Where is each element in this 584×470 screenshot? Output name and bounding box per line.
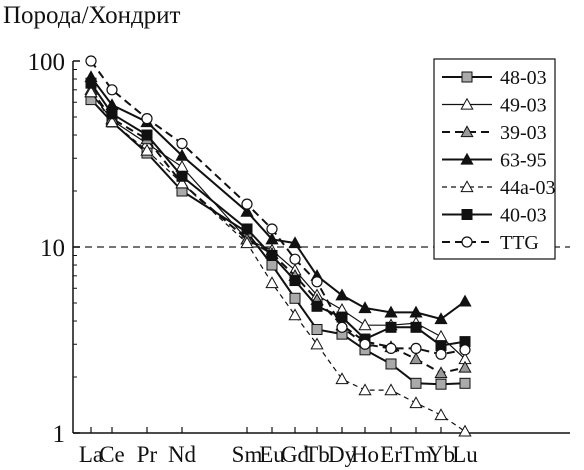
x-tick-label-gd: Gd (281, 442, 310, 467)
data-point-63-95 (335, 288, 349, 301)
data-point-ttg (241, 198, 253, 210)
legend-marker-40-03 (461, 209, 473, 220)
y-tick-label-1: 1 (53, 421, 66, 448)
data-point-40-03 (106, 108, 118, 120)
data-point-40-03 (266, 250, 278, 262)
x-tick-label-la: La (79, 442, 103, 467)
data-point-ttg (435, 348, 447, 360)
data-point-63-95 (434, 312, 448, 325)
data-point-49-03 (175, 159, 189, 172)
data-point-48-03 (311, 324, 323, 336)
data-point-ttg (141, 113, 153, 125)
data-point-ttg (459, 344, 471, 356)
legend-marker-ttg (461, 236, 473, 248)
data-point-63-95 (358, 301, 372, 314)
data-point-48-03 (385, 358, 397, 370)
legend-marker-44a-03 (460, 180, 474, 193)
data-point-40-03 (85, 77, 97, 89)
series-line-63-95 (90, 76, 466, 321)
x-tick-label-ho: Ho (351, 442, 379, 467)
legend-label-49-03: 49-03 (500, 95, 547, 117)
data-point-ttg (266, 223, 278, 235)
data-point-63-95 (240, 204, 254, 217)
x-tick-label-er: Er (380, 442, 402, 467)
data-point-39-03 (434, 366, 448, 379)
data-point-44a-03 (265, 276, 279, 289)
data-point-40-03 (311, 300, 323, 312)
data-point-44a-03 (409, 396, 423, 409)
data-point-ttg (106, 84, 118, 96)
data-point-44a-03 (240, 236, 254, 249)
data-point-44a-03 (84, 85, 98, 98)
x-tick-label-eu: Eu (259, 442, 285, 467)
data-point-40-03 (385, 321, 397, 333)
legend-marker-39-03 (460, 125, 474, 138)
legend-marker-48-03 (461, 71, 473, 83)
data-point-40-03 (176, 170, 188, 182)
data-point-44a-03 (105, 115, 119, 128)
data-point-40-03 (336, 311, 348, 323)
data-point-ttg (176, 137, 188, 150)
x-tick-label-nd: Nd (168, 442, 197, 467)
data-point-40-03 (289, 275, 301, 287)
x-tick-label-yb: Yb (427, 442, 455, 467)
data-point-44a-03 (434, 408, 448, 421)
x-tick-label-dy: Dy (328, 442, 357, 467)
data-point-63-95 (458, 294, 472, 307)
data-point-44a-03 (310, 337, 324, 350)
data-point-ttg (289, 253, 301, 265)
data-point-44a-03 (140, 143, 154, 156)
data-point-63-95 (409, 305, 423, 318)
x-tick-label-tb: Tb (304, 442, 330, 467)
data-point-44a-03 (458, 424, 472, 437)
data-point-ttg (336, 321, 348, 333)
x-tick-label-lu: Lu (452, 442, 478, 467)
data-point-48-03 (435, 378, 447, 390)
legend-marker-49-03 (460, 97, 474, 110)
data-point-44a-03 (175, 176, 189, 189)
legend-label-39-03: 39-03 (500, 122, 547, 144)
data-point-49-03 (358, 318, 372, 331)
x-tick-label-tm: Tm (400, 442, 432, 467)
x-tick-label-ce: Ce (99, 442, 125, 467)
data-point-39-03 (458, 360, 472, 373)
y-tick-label-100: 100 (28, 49, 66, 76)
legend-label-44a-03: 44a-03 (500, 177, 556, 199)
data-point-ttg (85, 55, 97, 67)
data-point-48-03 (266, 259, 278, 271)
data-point-39-03 (409, 352, 423, 365)
data-point-48-03 (459, 377, 471, 389)
legend-marker-63-95 (460, 152, 474, 165)
series-line-ttg (90, 60, 466, 356)
data-point-ttg (311, 276, 323, 288)
data-point-40-03 (241, 223, 253, 235)
legend-label-48-03: 48-03 (500, 67, 547, 89)
data-point-40-03 (141, 129, 153, 141)
legend-label-ttg: TTG (500, 232, 539, 254)
series-line-39-03 (90, 89, 466, 375)
data-point-40-03 (410, 321, 422, 333)
y-axis-label: Порода/Хондрит (3, 2, 181, 29)
data-point-44a-03 (288, 308, 302, 321)
x-tick-label-pr: Pr (137, 442, 158, 467)
data-point-63-95 (384, 305, 398, 318)
data-point-44a-03 (358, 383, 372, 396)
data-point-44a-03 (335, 372, 349, 385)
data-point-ttg (359, 338, 371, 350)
data-point-ttg (385, 342, 397, 354)
data-point-63-95 (175, 148, 189, 161)
data-point-48-03 (289, 292, 301, 304)
legend-label-40-03: 40-03 (500, 205, 547, 227)
data-point-ttg (410, 342, 422, 354)
data-point-48-03 (410, 377, 422, 389)
data-point-49-03 (434, 329, 448, 342)
y-tick-label-10: 10 (40, 235, 65, 262)
data-point-63-95 (265, 232, 279, 245)
data-point-44a-03 (384, 383, 398, 396)
x-tick-label-sm: Sm (232, 442, 263, 467)
legend-label-63-95: 63-95 (500, 150, 547, 172)
data-point-63-95 (288, 236, 302, 249)
